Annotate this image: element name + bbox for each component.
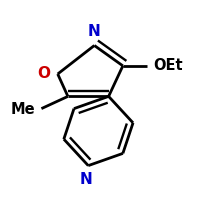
Text: N: N [88,24,100,39]
Text: N: N [79,171,92,186]
Text: O: O [37,66,50,81]
Text: OEt: OEt [153,58,182,73]
Text: Me: Me [11,102,35,117]
